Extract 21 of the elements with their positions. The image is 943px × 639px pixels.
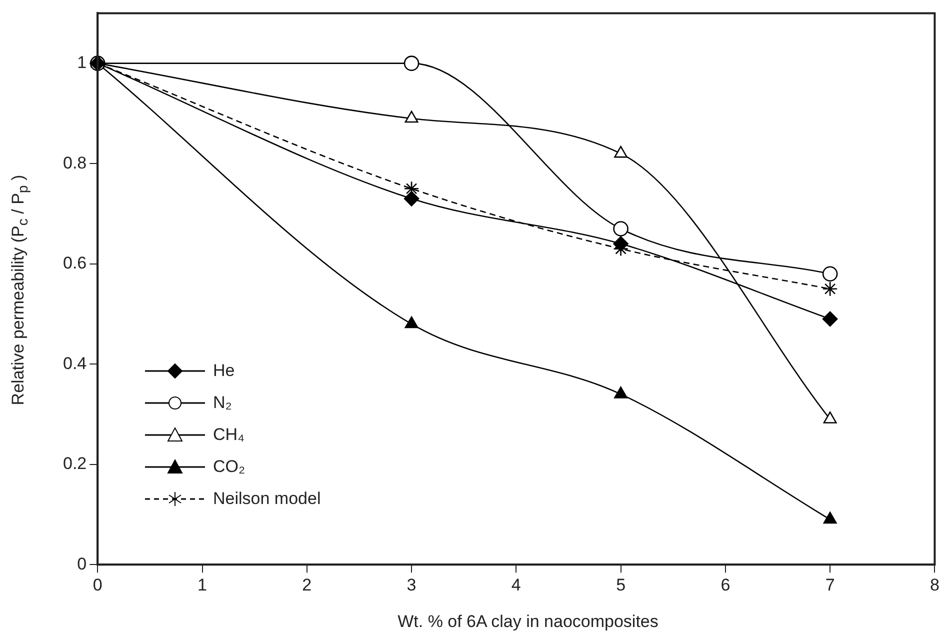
x-tick-label: 1 <box>198 575 207 594</box>
x-tick-label: 6 <box>720 575 730 594</box>
y-tick-label: 0.8 <box>62 153 87 172</box>
y-tick-label: 0.6 <box>62 254 87 273</box>
y-tick-label: 0.2 <box>62 454 87 474</box>
x-axis-title: Wt. % of 6A clay in naocomposites <box>398 612 658 632</box>
legend-label: CH₄ <box>213 425 244 445</box>
y-tick-label: 1 <box>77 53 87 72</box>
y-tick-label: 0.4 <box>62 354 87 373</box>
legend-label: Neilson model <box>213 489 321 509</box>
x-tick-label: 7 <box>825 575 835 594</box>
x-tick-label: 3 <box>406 575 416 594</box>
x-tick-label: 8 <box>930 575 940 594</box>
x-tick-label: 0 <box>92 575 102 594</box>
x-tick-label: 2 <box>302 575 312 594</box>
legend-label: He <box>213 361 235 381</box>
x-tick-label: 4 <box>511 575 521 594</box>
x-tick-label: 5 <box>616 575 626 594</box>
legend-label: N₂ <box>213 393 232 413</box>
y-tick-label: 0 <box>77 554 87 574</box>
legend-label: CO₂ <box>213 457 246 477</box>
